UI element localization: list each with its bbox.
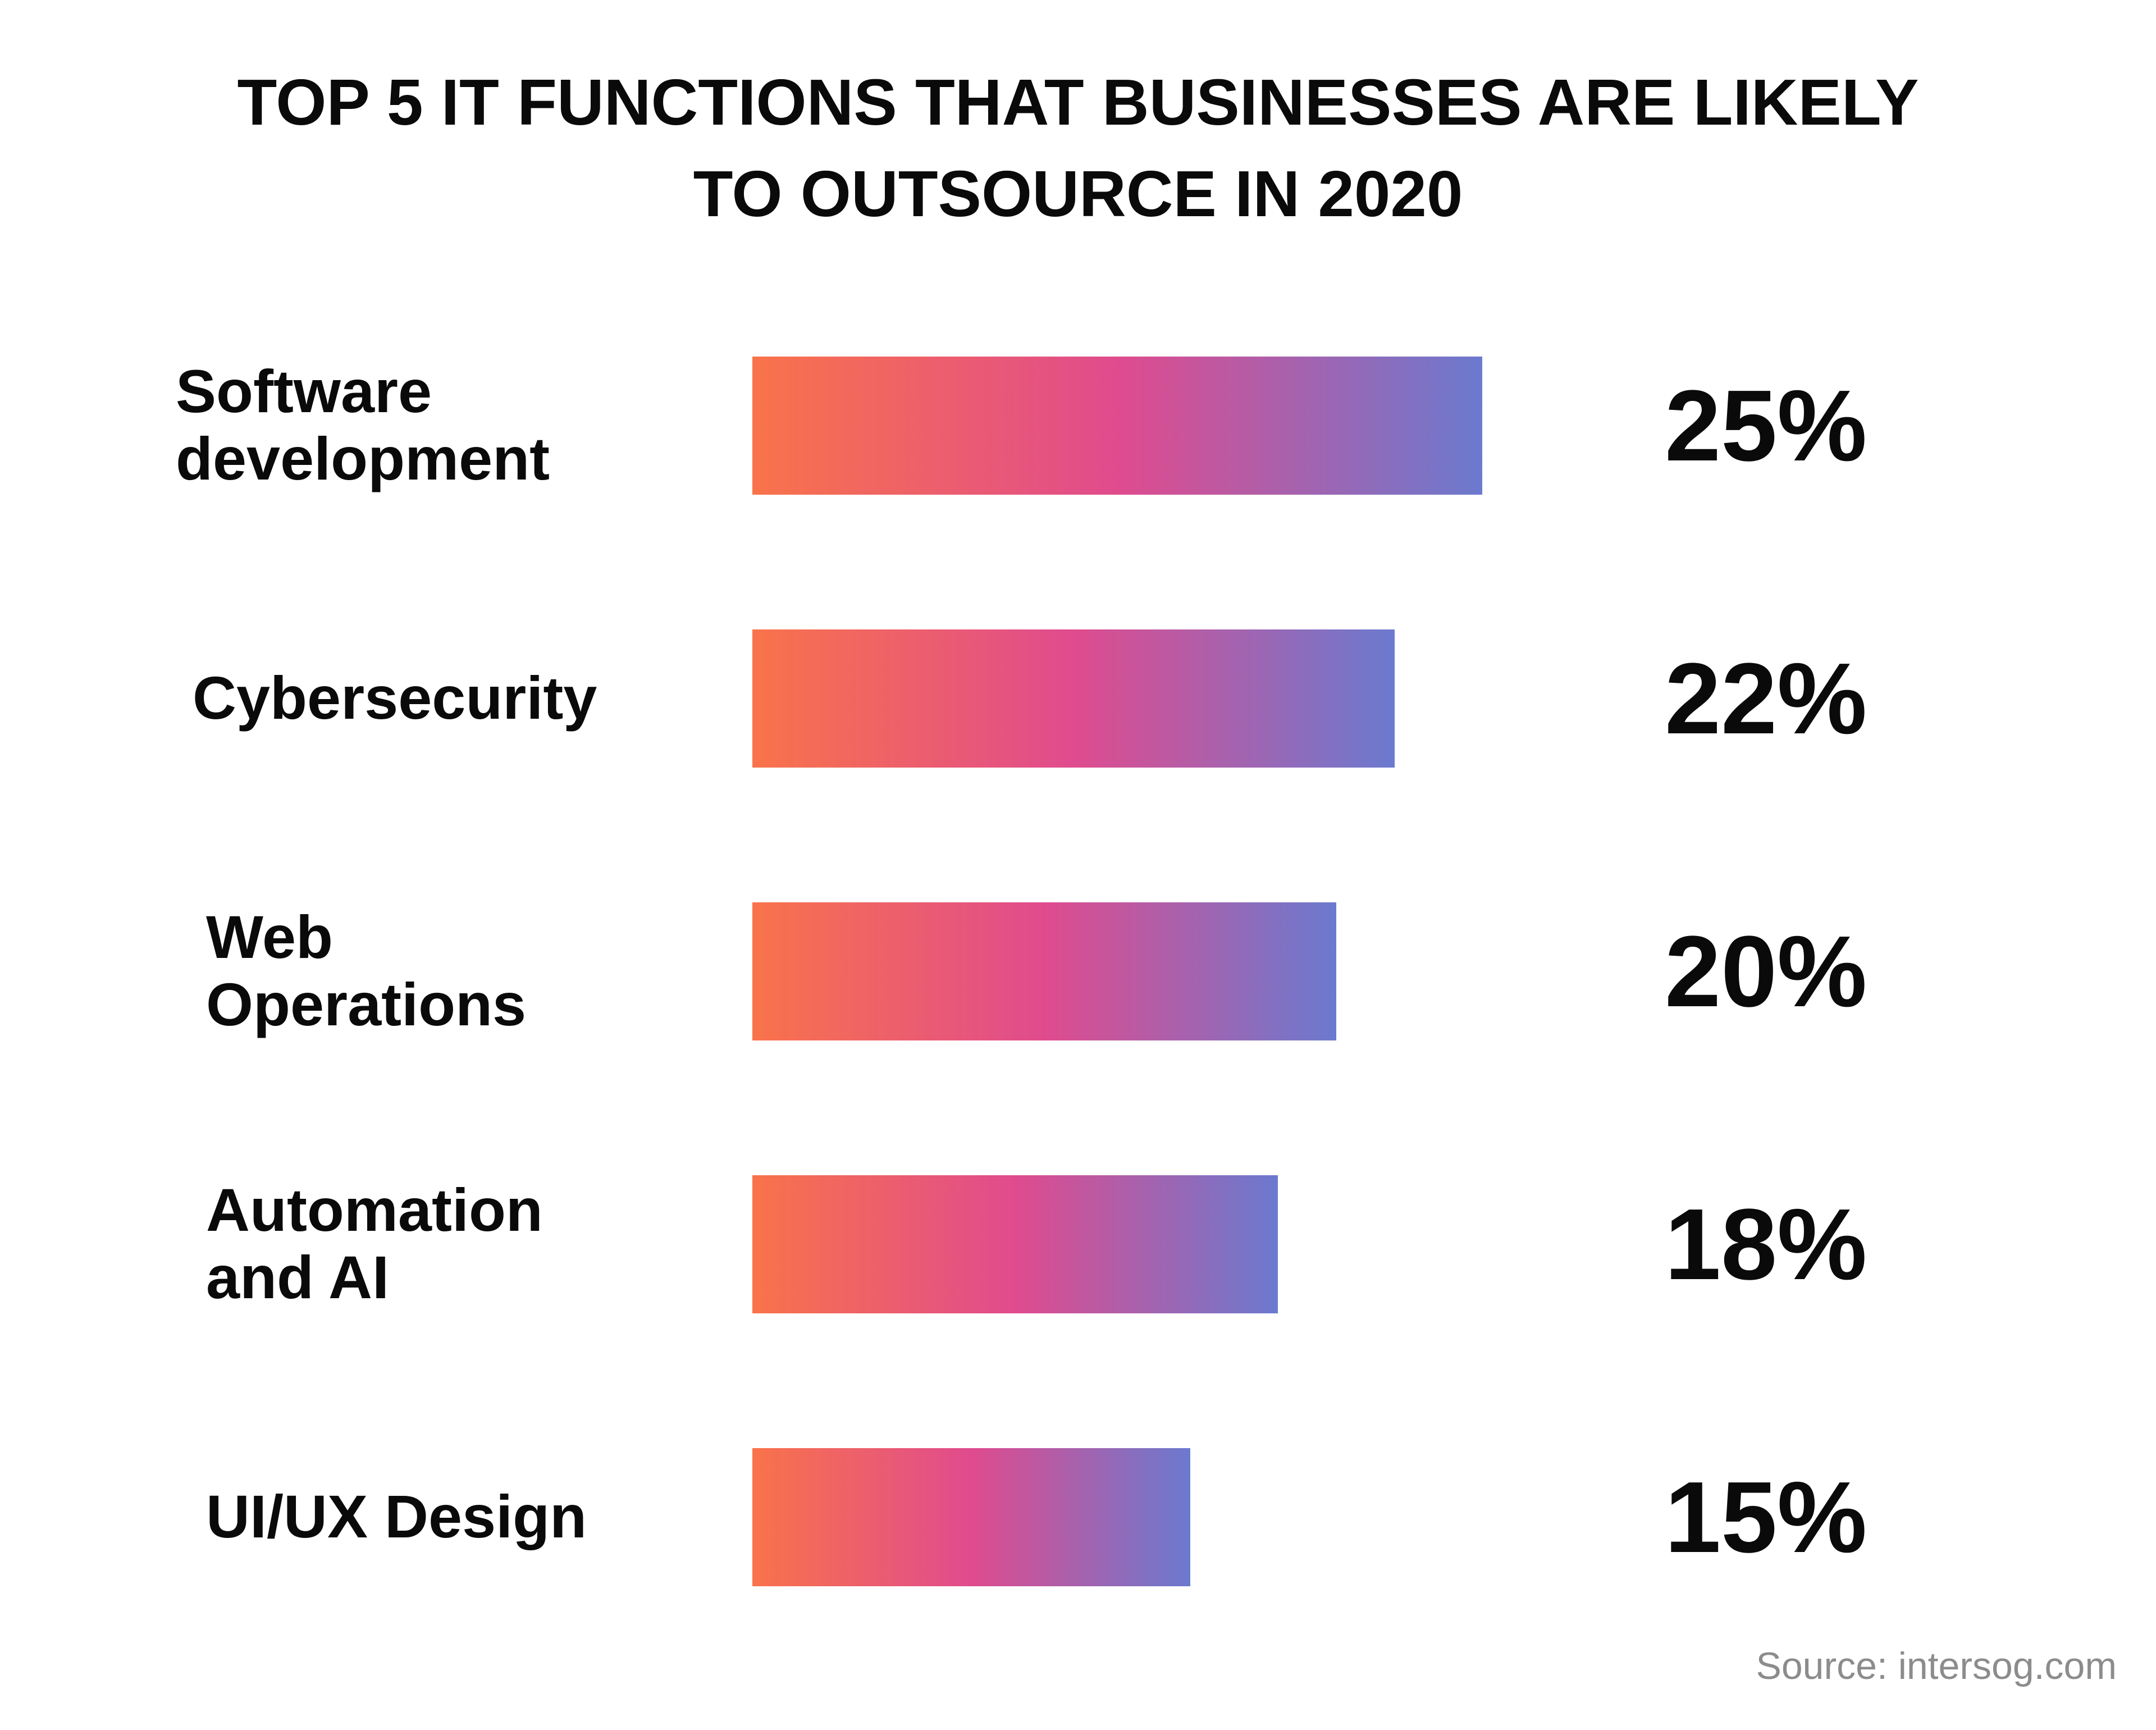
value-label-4: 18% — [1665, 1188, 1867, 1301]
category-label-line: Web — [206, 903, 333, 971]
category-label-line: UI/UX Design — [206, 1482, 587, 1550]
category-label-line: Software — [176, 357, 432, 425]
value-label-2: 22% — [1665, 642, 1867, 755]
category-labels: Software development Cybersecurity Web Opera… — [176, 357, 597, 1550]
category-label-4: Automation and AI — [206, 1176, 543, 1311]
category-label-2: Cybersecurity — [193, 664, 597, 732]
category-label-line: Cybersecurity — [193, 664, 597, 732]
bar-2 — [752, 629, 1395, 768]
bar-3 — [752, 902, 1336, 1040]
value-label-3: 20% — [1665, 915, 1867, 1028]
value-label-1: 25% — [1665, 369, 1867, 482]
category-label-5: UI/UX Design — [206, 1482, 587, 1550]
category-label-line: and AI — [206, 1243, 389, 1311]
chart-title-line-1: TOP 5 IT FUNCTIONS THAT BUSINESSES ARE L… — [237, 66, 1919, 139]
category-label-line: development — [176, 424, 550, 492]
value-labels: 25% 22% 20% 18% 15% — [1665, 369, 1867, 1574]
category-label-line: Operations — [206, 970, 526, 1038]
bar-5 — [752, 1448, 1190, 1586]
source-note: Source: intersog.com — [1756, 1645, 2117, 1687]
chart-title-line-2: TO OUTSOURCE IN 2020 — [693, 157, 1463, 230]
value-label-5: 15% — [1665, 1461, 1867, 1574]
category-label-line: Automation — [206, 1176, 543, 1244]
bars-group — [752, 357, 1482, 1586]
category-label-1: Software development — [176, 357, 550, 492]
bar-1 — [752, 357, 1482, 495]
category-label-3: Web Operations — [206, 903, 526, 1038]
bar-4 — [752, 1175, 1278, 1313]
